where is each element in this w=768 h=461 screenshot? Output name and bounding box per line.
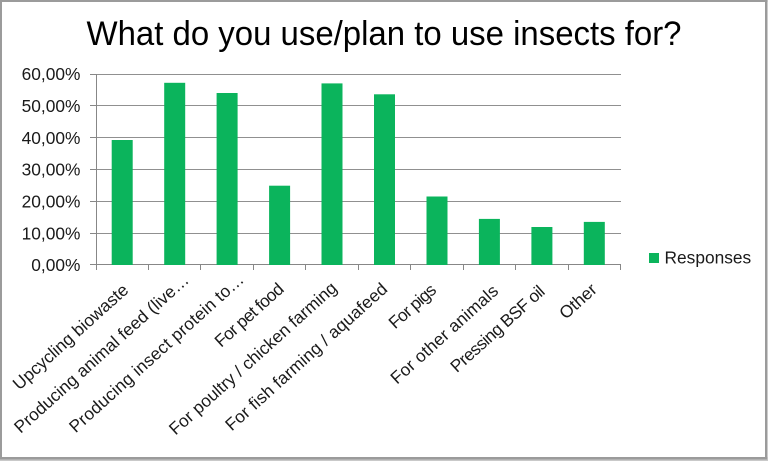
svg-text:10,00%: 10,00% [22, 223, 81, 243]
svg-text:40,00%: 40,00% [22, 128, 81, 148]
svg-text:Responses: Responses [665, 247, 752, 267]
svg-text:20,00%: 20,00% [22, 192, 81, 212]
svg-text:60,00%: 60,00% [22, 64, 81, 84]
svg-text:0,00%: 0,00% [31, 255, 80, 275]
svg-text:What do you use/plan to use in: What do you use/plan to use insects for? [87, 15, 682, 53]
svg-text:30,00%: 30,00% [22, 160, 81, 180]
svg-text:50,00%: 50,00% [22, 96, 81, 116]
